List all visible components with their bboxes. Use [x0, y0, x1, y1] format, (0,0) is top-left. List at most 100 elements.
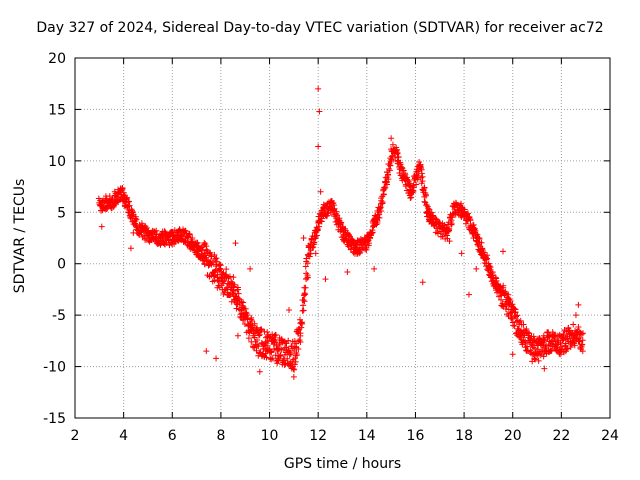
data-point: [419, 173, 426, 180]
data-point: [395, 153, 402, 160]
data-point: [394, 149, 401, 156]
data-point: [300, 302, 307, 309]
data-point: [423, 192, 430, 199]
data-point: [256, 331, 263, 338]
data-point: [189, 235, 196, 242]
data-point: [404, 174, 411, 181]
x-tick-label: 16: [407, 428, 425, 444]
data-point: [271, 339, 278, 346]
data-point: [435, 229, 442, 236]
data-point-outlier: [315, 85, 322, 92]
data-point: [563, 346, 570, 353]
data-point: [301, 298, 308, 305]
data-point: [132, 213, 139, 220]
data-series: [95, 85, 587, 380]
x-tick-label: 8: [216, 428, 225, 444]
data-point: [502, 305, 509, 312]
data-point: [564, 345, 571, 352]
data-point: [370, 222, 377, 229]
data-point: [292, 355, 299, 362]
data-point: [223, 266, 230, 273]
data-point: [446, 227, 453, 234]
data-point: [406, 180, 413, 187]
data-point: [575, 323, 582, 330]
data-point: [103, 206, 110, 213]
data-point: [362, 246, 369, 253]
data-point-outlier: [315, 143, 322, 150]
data-point: [298, 324, 305, 331]
data-point: [421, 185, 428, 192]
data-point: [524, 329, 531, 336]
chart-title: Day 327 of 2024, Sidereal Day-to-day VTE…: [36, 20, 604, 36]
data-point: [510, 322, 517, 329]
data-point: [292, 358, 299, 365]
data-point-outlier: [572, 312, 579, 319]
data-point: [318, 215, 325, 222]
data-point: [397, 161, 404, 168]
data-point: [253, 347, 260, 354]
data-point: [279, 338, 286, 345]
data-point: [254, 337, 261, 344]
data-point: [234, 286, 241, 293]
data-point-outlier: [222, 286, 229, 293]
data-point: [513, 313, 520, 320]
data-point: [334, 212, 341, 219]
data-point: [535, 357, 542, 364]
data-point: [381, 184, 388, 191]
data-point: [272, 336, 279, 343]
x-tick-label: 2: [71, 428, 80, 444]
data-point: [248, 316, 255, 323]
data-point-outlier: [312, 250, 319, 257]
data-point: [201, 239, 208, 246]
data-point: [517, 317, 524, 324]
data-point: [474, 231, 481, 238]
data-point: [505, 306, 512, 313]
data-point-outlier: [256, 368, 263, 375]
data-point: [216, 261, 223, 268]
data-point: [375, 214, 382, 221]
data-point: [294, 351, 301, 358]
data-point: [473, 231, 480, 238]
data-point: [217, 262, 224, 269]
data-point: [532, 356, 539, 363]
data-point-outlier: [247, 265, 254, 272]
data-point: [551, 336, 558, 343]
data-point: [297, 330, 304, 337]
data-point: [523, 326, 530, 333]
x-tick-label: 22: [552, 428, 570, 444]
data-point: [365, 240, 372, 247]
data-point: [578, 331, 585, 338]
data-point-outlier: [234, 332, 241, 339]
data-point: [302, 284, 309, 291]
data-point: [255, 343, 262, 350]
data-point: [230, 274, 237, 281]
data-point: [363, 246, 370, 253]
data-point: [443, 232, 450, 239]
data-point-outlier: [458, 250, 465, 257]
y-tick-label: 0: [57, 257, 66, 273]
data-point: [338, 219, 345, 226]
data-point: [299, 319, 306, 326]
data-point: [132, 217, 139, 224]
data-point: [285, 337, 292, 344]
data-point: [201, 261, 208, 268]
data-point: [377, 207, 384, 214]
data-point: [385, 171, 392, 178]
y-tick-label: -15: [43, 411, 66, 427]
data-point: [303, 255, 310, 262]
data-point: [125, 203, 132, 210]
data-point: [423, 202, 430, 209]
data-point-outlier: [130, 229, 137, 236]
data-point: [312, 233, 319, 240]
data-point: [119, 186, 126, 193]
data-point: [324, 212, 331, 219]
data-point: [470, 221, 477, 228]
data-point: [251, 320, 258, 327]
data-point: [509, 301, 516, 308]
data-point: [287, 351, 294, 358]
data-point: [290, 365, 297, 372]
data-point-outlier: [303, 276, 310, 283]
data-point: [379, 199, 386, 206]
data-point: [453, 200, 460, 207]
